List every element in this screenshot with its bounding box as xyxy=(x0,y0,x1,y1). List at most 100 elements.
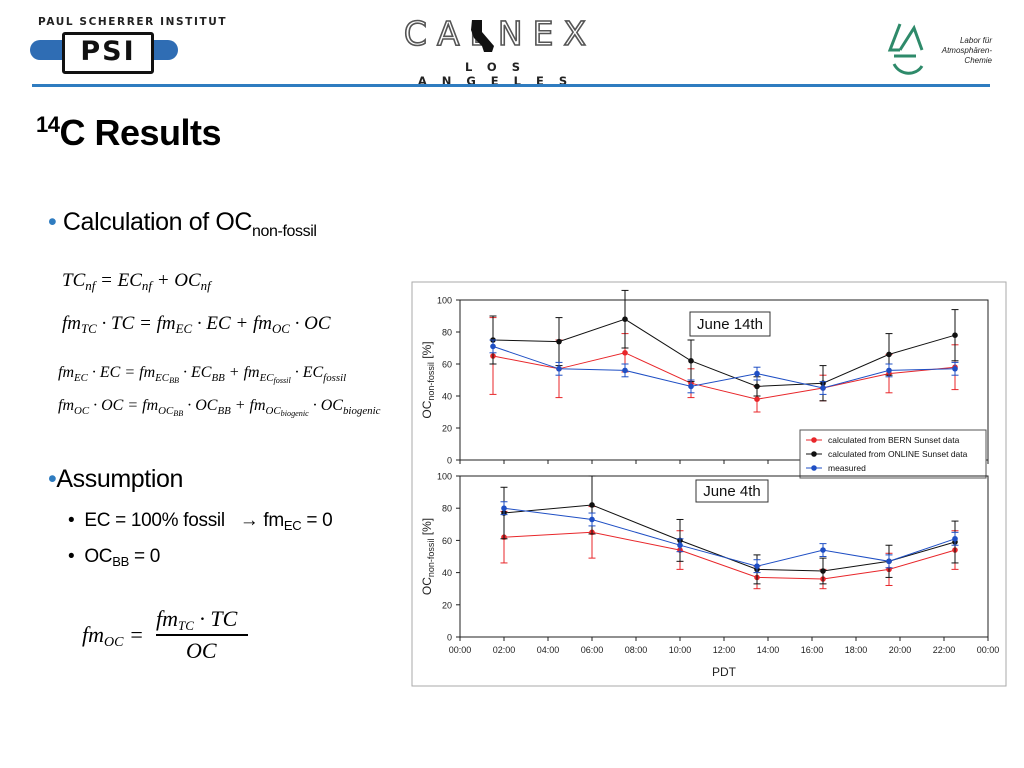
sub-bullet-ec: • EC = 100% fossil → fmEC = 0 xyxy=(68,510,333,533)
y-tick-label: 80 xyxy=(442,504,452,514)
psi-name: PAUL SCHERRER INSTITUT xyxy=(38,16,228,28)
sub-bullet-ocbb-value: = 0 xyxy=(128,546,161,567)
panel-title-text: June 4th xyxy=(703,483,761,500)
y-tick-label: 40 xyxy=(442,568,452,578)
lac-logo: Labor für Atmosphären- Chemie xyxy=(886,16,1006,76)
panel-title: June 4th xyxy=(695,479,769,503)
panel-title-text: June 14th xyxy=(697,316,763,333)
formula-fm-ec: fmEC · EC = fmECBB · ECBB + fmECfossil ·… xyxy=(58,364,347,385)
sub-bullet-ocbb: • OCBB = 0 xyxy=(68,546,160,569)
data-point xyxy=(677,542,683,549)
chart-panel-2: 0 20 40 60 80 100 00:00 02:00 04:00 06:00 08:00 10:… xyxy=(420,472,999,656)
page-title: 14C Results xyxy=(36,112,222,154)
lac-mark-icon xyxy=(887,23,924,75)
legend-label: measured xyxy=(828,463,866,473)
y-tick-label: 60 xyxy=(442,536,452,546)
oc-non-fossil-chart: 0 20 40 60 80 100 OCnon-fossil [%] June 14th cal… xyxy=(411,281,1007,687)
series-line xyxy=(492,345,956,389)
y-tick-label: 0 xyxy=(447,456,452,466)
y-tick-label: 100 xyxy=(437,296,452,306)
data-point xyxy=(688,358,694,364)
y-tick-label: 40 xyxy=(442,392,452,402)
y-tick-label: 20 xyxy=(442,424,452,434)
x-tick-label: 06:00 xyxy=(581,645,604,655)
x-tick-label: 18:00 xyxy=(845,645,868,655)
legend-marker xyxy=(811,451,817,457)
x-tick-label: 12:00 xyxy=(713,645,736,655)
legend-label: calculated from BERN Sunset data xyxy=(828,435,960,445)
data-point xyxy=(754,563,760,569)
data-point xyxy=(820,385,826,391)
arrow-right-icon: → xyxy=(239,510,259,531)
sub-bullet-ec-value: = 0 xyxy=(301,510,333,531)
y-tick-label: 80 xyxy=(442,328,452,338)
data-point xyxy=(952,332,958,338)
x-tick-label: 14:00 xyxy=(757,645,780,655)
data-point xyxy=(886,367,892,374)
data-point xyxy=(688,383,694,390)
bullet-dot: • xyxy=(48,465,57,493)
data-point xyxy=(952,535,958,542)
psi-mark: PSI xyxy=(62,32,154,74)
lac-text: Labor für Atmosphären- Chemie xyxy=(941,36,992,65)
legend-box xyxy=(799,429,987,479)
formula-fm-tc: fmTC · TC = fmEC · EC + fmOC · OC xyxy=(62,313,331,336)
formula-fm-oc: fmOC · OC = fmOCBB · OCBB + fmOCbiogenic… xyxy=(58,397,381,418)
data-point xyxy=(622,316,628,322)
data-point xyxy=(501,505,507,511)
y-tick-label: 100 xyxy=(437,472,452,482)
sub-bullet-dot: • xyxy=(68,510,75,531)
x-tick-label: 02:00 xyxy=(493,645,516,655)
data-point xyxy=(754,383,760,390)
series-line xyxy=(492,318,956,387)
data-point xyxy=(589,516,595,523)
data-point xyxy=(952,366,958,372)
x-axis-label: PDT xyxy=(712,665,737,679)
psi-logo: PAUL SCHERRER INSTITUT PSI xyxy=(30,14,226,74)
x-tick-label: 10:00 xyxy=(669,645,692,655)
data-point xyxy=(490,343,496,350)
data-point xyxy=(886,558,892,565)
title-text: C Results xyxy=(59,112,222,153)
panel-title-box xyxy=(689,311,771,337)
x-tick-label: 04:00 xyxy=(537,645,560,655)
x-tick-label: 08:00 xyxy=(625,645,648,655)
data-point xyxy=(754,396,760,402)
sub-bullet-ocbb-subscript: BB xyxy=(112,554,129,569)
sub-bullet-ec-fm: fm xyxy=(258,510,284,531)
sub-bullet-ec-text: EC = 100% fossil xyxy=(84,510,225,531)
data-point xyxy=(556,366,562,372)
data-point xyxy=(820,568,826,574)
y-tick-label: 0 xyxy=(447,633,452,643)
y-tick-label: 20 xyxy=(442,600,452,610)
bullet-calculation-subscript: non-fossil xyxy=(252,223,317,240)
title-superscript: 14 xyxy=(36,112,60,137)
calnex-logo: CALNEX LOS ANGELES xyxy=(394,13,606,88)
bullet-dot: • xyxy=(48,208,57,236)
legend-label: calculated from ONLINE Sunset data xyxy=(828,449,968,459)
chart-legend: calculated from BERN Sunset data calculat… xyxy=(799,429,987,479)
bullet-calculation-text: Calculation of OC xyxy=(62,208,253,236)
panel-title-box xyxy=(695,479,769,503)
bullet-assumption: •Assumption xyxy=(48,465,183,494)
legend-marker xyxy=(811,437,817,443)
x-tick-label: 20:00 xyxy=(889,645,912,655)
series-measured xyxy=(500,501,959,574)
x-tick-label: 22:00 xyxy=(933,645,956,655)
sub-bullet-ocbb-text: OC xyxy=(84,546,113,567)
bullet-calculation: • Calculation of OCnon-fossil xyxy=(48,208,317,241)
y-axis-label: OCnon-fossil [%] xyxy=(420,341,436,418)
sub-bullet-ec-subscript: EC xyxy=(283,518,302,533)
chart-panel-1: 0 20 40 60 80 100 OCnon-fossil [%] June 14th cal… xyxy=(420,289,989,479)
data-point xyxy=(556,338,562,345)
y-axis-label: OCnon-fossil [%] xyxy=(420,518,436,595)
header-rule xyxy=(32,84,990,87)
sub-bullet-dot: • xyxy=(68,546,75,567)
legend-marker xyxy=(811,465,817,471)
data-point xyxy=(589,502,595,508)
x-tick-label: 16:00 xyxy=(801,645,824,655)
series-line xyxy=(492,352,956,400)
formula-tc-nf: TCnf = ECnf + OCnf xyxy=(62,270,211,293)
calnex-word: CALNEX xyxy=(403,13,597,54)
panel-title: June 14th xyxy=(689,311,771,337)
